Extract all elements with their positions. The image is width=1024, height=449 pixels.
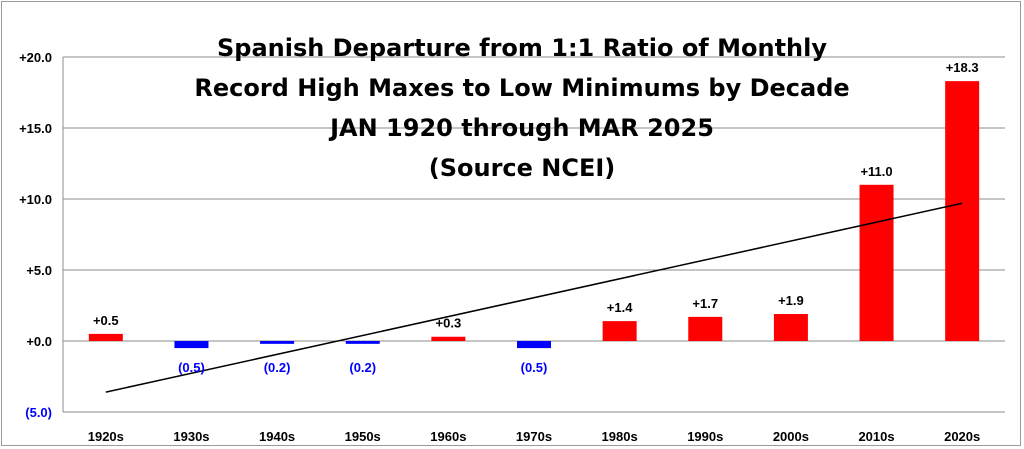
data-label: (0.2) bbox=[264, 360, 291, 375]
data-label: +0.3 bbox=[436, 316, 462, 331]
bar bbox=[431, 336, 466, 341]
x-tick-label: 2020s bbox=[944, 429, 980, 444]
bar bbox=[260, 341, 295, 344]
y-tick-label: +5.0 bbox=[26, 263, 52, 278]
chart-title-line-1: Spanish Departure from 1:1 Ratio of Mont… bbox=[217, 34, 827, 62]
x-tick-label: 1980s bbox=[602, 429, 638, 444]
data-label: +1.7 bbox=[692, 296, 718, 311]
data-label: +11.0 bbox=[860, 164, 892, 179]
chart-title-line-3: JAN 1920 through MAR 2025 bbox=[328, 114, 714, 142]
data-label: +18.3 bbox=[946, 60, 979, 75]
bar bbox=[517, 341, 551, 349]
y-tick-label: +15.0 bbox=[19, 121, 52, 136]
data-label: (0.5) bbox=[521, 360, 548, 375]
bar bbox=[602, 321, 637, 341]
data-label: (0.5) bbox=[178, 360, 205, 375]
x-tick-label: 1940s bbox=[259, 429, 295, 444]
bar bbox=[345, 341, 380, 344]
x-tick-label: 2010s bbox=[858, 429, 894, 444]
bar bbox=[88, 333, 123, 341]
y-tick-label: +10.0 bbox=[19, 192, 52, 207]
chart-title: Spanish Departure from 1:1 Ratio of Mont… bbox=[194, 34, 849, 182]
data-label: +1.4 bbox=[607, 300, 633, 315]
x-tick-label: 1970s bbox=[516, 429, 552, 444]
trendline-group bbox=[105, 202, 963, 393]
gridlines bbox=[63, 56, 1005, 413]
x-tick-label: 1950s bbox=[345, 429, 381, 444]
x-tick-label: 1930s bbox=[173, 429, 209, 444]
bar bbox=[859, 184, 894, 341]
bar bbox=[773, 314, 808, 341]
trendline bbox=[105, 202, 963, 393]
bar bbox=[688, 316, 723, 341]
chart-title-line-4: (Source NCEI) bbox=[429, 154, 616, 182]
data-label: +0.5 bbox=[93, 313, 119, 328]
bar bbox=[174, 341, 209, 349]
bar bbox=[945, 81, 980, 341]
data-label: (0.2) bbox=[349, 360, 376, 375]
y-axis: (5.0) +0.0 +5.0 +10.0 +15.0 +20.0 bbox=[19, 50, 64, 420]
x-tick-label: 1960s bbox=[430, 429, 466, 444]
bars bbox=[88, 81, 980, 349]
x-tick-label: 1990s bbox=[687, 429, 723, 444]
data-label: +1.9 bbox=[778, 293, 804, 308]
x-tick-label: 2000s bbox=[773, 429, 809, 444]
data-labels: +0.5 (0.5) (0.2) (0.2) +0.3 (0.5) +1.4 +1.7 +1.9… bbox=[93, 60, 979, 375]
x-tick-label: 1920s bbox=[88, 429, 124, 444]
y-tick-label: +0.0 bbox=[26, 334, 52, 349]
x-axis-ticks: 1920s 1930s 1940s 1950s 1960s 1970s 1980s 1990s… bbox=[88, 429, 981, 444]
y-tick-label: +20.0 bbox=[19, 50, 52, 65]
chart-title-line-2: Record High Maxes to Low Minimums by Dec… bbox=[194, 74, 849, 102]
y-tick-label: (5.0) bbox=[25, 405, 52, 420]
